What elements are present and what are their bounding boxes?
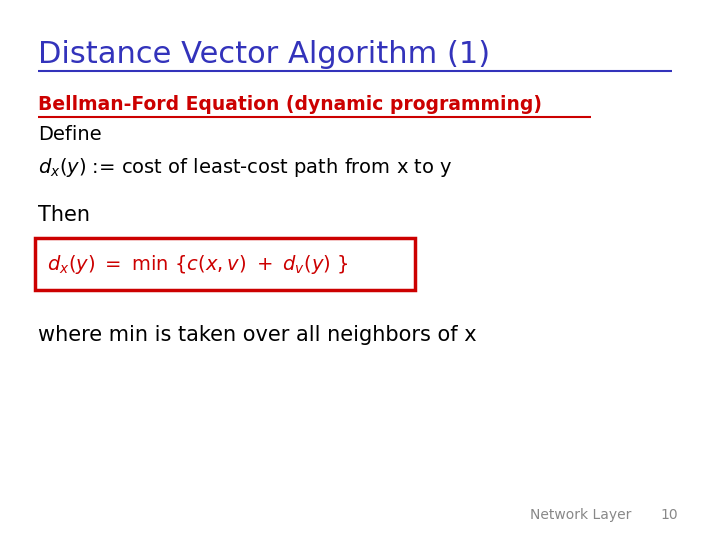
Text: Bellman-Ford Equation (dynamic programming): Bellman-Ford Equation (dynamic programmi… bbox=[38, 95, 542, 114]
Text: $d_x(y)\ =\ \mathrm{min}\ \{c(x,v)\ +\ d_v(y)\ \}$: $d_x(y)\ =\ \mathrm{min}\ \{c(x,v)\ +\ d… bbox=[47, 253, 348, 275]
Text: Define: Define bbox=[38, 125, 102, 144]
Text: where min is taken over all neighbors of x: where min is taken over all neighbors of… bbox=[38, 325, 477, 345]
Text: $d_x(y)$ := cost of least-cost path from x to y: $d_x(y)$ := cost of least-cost path from… bbox=[38, 156, 453, 179]
Bar bbox=[35, 238, 415, 290]
Text: Network Layer: Network Layer bbox=[530, 508, 631, 522]
Text: 10: 10 bbox=[660, 508, 678, 522]
Text: Then: Then bbox=[38, 205, 90, 225]
Text: Distance Vector Algorithm (1): Distance Vector Algorithm (1) bbox=[38, 40, 490, 69]
